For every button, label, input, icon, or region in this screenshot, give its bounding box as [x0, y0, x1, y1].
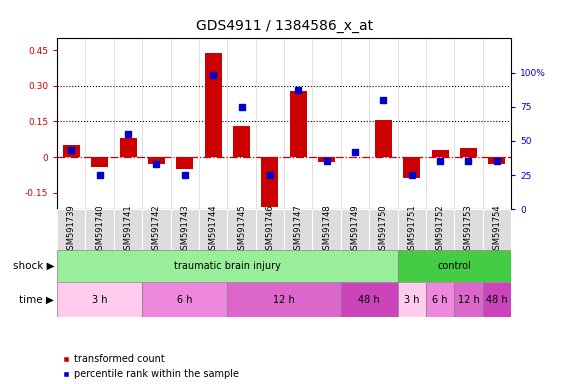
Bar — [397, 250, 511, 282]
Bar — [488, 157, 505, 164]
Bar — [233, 126, 250, 157]
Bar — [63, 145, 80, 157]
Text: GSM591741: GSM591741 — [123, 204, 132, 255]
Bar — [148, 157, 165, 164]
Text: control: control — [437, 261, 471, 271]
Bar — [460, 147, 477, 157]
Text: GSM591740: GSM591740 — [95, 204, 104, 255]
Text: GSM591745: GSM591745 — [237, 204, 246, 255]
Text: shock ▶: shock ▶ — [13, 261, 54, 271]
Bar — [119, 138, 136, 157]
Bar — [227, 209, 256, 250]
Text: GSM591751: GSM591751 — [407, 204, 416, 255]
Bar — [397, 209, 426, 250]
Text: GSM591742: GSM591742 — [152, 204, 161, 255]
Bar — [114, 209, 142, 250]
Text: GDS4911 / 1384586_x_at: GDS4911 / 1384586_x_at — [195, 19, 373, 33]
Bar — [397, 282, 426, 317]
Text: time ▶: time ▶ — [19, 295, 54, 305]
Text: 12 h: 12 h — [273, 295, 295, 305]
Bar — [204, 53, 222, 157]
Bar — [455, 209, 482, 250]
Bar — [199, 209, 227, 250]
Bar — [91, 157, 108, 167]
Text: GSM591749: GSM591749 — [351, 204, 360, 255]
Bar — [284, 209, 312, 250]
Bar — [403, 157, 420, 179]
Text: GSM591753: GSM591753 — [464, 204, 473, 255]
Bar — [426, 209, 455, 250]
Text: 3 h: 3 h — [404, 295, 420, 305]
Bar — [369, 209, 397, 250]
Legend: transformed count, percentile rank within the sample: transformed count, percentile rank withi… — [62, 354, 239, 379]
Bar — [341, 209, 369, 250]
Bar — [289, 91, 307, 157]
Bar — [57, 209, 86, 250]
Bar — [455, 282, 482, 317]
Text: GSM591743: GSM591743 — [180, 204, 189, 255]
Text: 6 h: 6 h — [177, 295, 192, 305]
Bar — [318, 157, 335, 162]
Bar — [482, 209, 511, 250]
Bar — [57, 282, 142, 317]
Bar — [171, 209, 199, 250]
Text: GSM591739: GSM591739 — [67, 204, 76, 255]
Text: 12 h: 12 h — [457, 295, 480, 305]
Bar — [142, 209, 171, 250]
Bar — [256, 209, 284, 250]
Text: GSM591752: GSM591752 — [436, 204, 445, 255]
Text: traumatic brain injury: traumatic brain injury — [174, 261, 281, 271]
Text: GSM591744: GSM591744 — [208, 204, 218, 255]
Text: 3 h: 3 h — [92, 295, 107, 305]
Bar — [432, 150, 449, 157]
Bar — [57, 250, 397, 282]
Bar — [176, 157, 193, 169]
Text: GSM591750: GSM591750 — [379, 204, 388, 255]
Bar — [312, 209, 341, 250]
Bar — [142, 282, 227, 317]
Text: 6 h: 6 h — [432, 295, 448, 305]
Bar — [86, 209, 114, 250]
Text: GSM591748: GSM591748 — [322, 204, 331, 255]
Bar — [375, 120, 392, 157]
Bar — [262, 157, 279, 207]
Text: GSM591747: GSM591747 — [293, 204, 303, 255]
Bar — [227, 282, 341, 317]
Bar — [341, 282, 397, 317]
Text: 48 h: 48 h — [359, 295, 380, 305]
Bar — [482, 282, 511, 317]
Text: GSM591754: GSM591754 — [492, 204, 501, 255]
Text: GSM591746: GSM591746 — [266, 204, 275, 255]
Text: 48 h: 48 h — [486, 295, 508, 305]
Bar — [426, 282, 455, 317]
